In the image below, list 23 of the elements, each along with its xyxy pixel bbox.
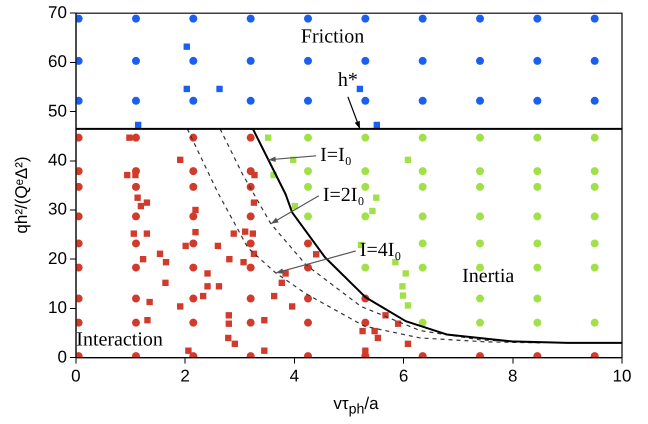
y-tick-label: 40	[48, 150, 67, 170]
y-tick-label: 10	[48, 298, 67, 318]
y-tick-label: 50	[48, 101, 67, 120]
x-tick-label: 8	[508, 366, 518, 386]
annotation: I=I₀	[320, 144, 352, 166]
annotation: Interaction	[76, 328, 163, 351]
annotation: h*	[338, 69, 358, 92]
annotation: Inertia	[462, 264, 514, 287]
x-tick-label: 2	[180, 366, 190, 386]
x-tick-label: 6	[398, 366, 408, 386]
x-tick-label: 10	[612, 366, 632, 386]
x-tick-label: 4	[290, 366, 300, 386]
y-tick-label: 70	[48, 2, 67, 22]
x-tick-label: 0	[71, 366, 81, 386]
y-axis-title: qh²/(QᵉΔ²)	[12, 155, 32, 236]
annotation: I=4I₀	[360, 239, 402, 262]
annotation: I=2I₀	[322, 184, 364, 206]
y-tick-label: 20	[48, 248, 67, 268]
y-tick-label: 30	[48, 200, 67, 219]
y-tick-label: 0	[57, 347, 67, 366]
annotation: Friction	[300, 26, 364, 48]
x-axis-title: vτ$_{ph}$/a	[332, 394, 380, 418]
y-tick-label: 60	[48, 52, 67, 72]
